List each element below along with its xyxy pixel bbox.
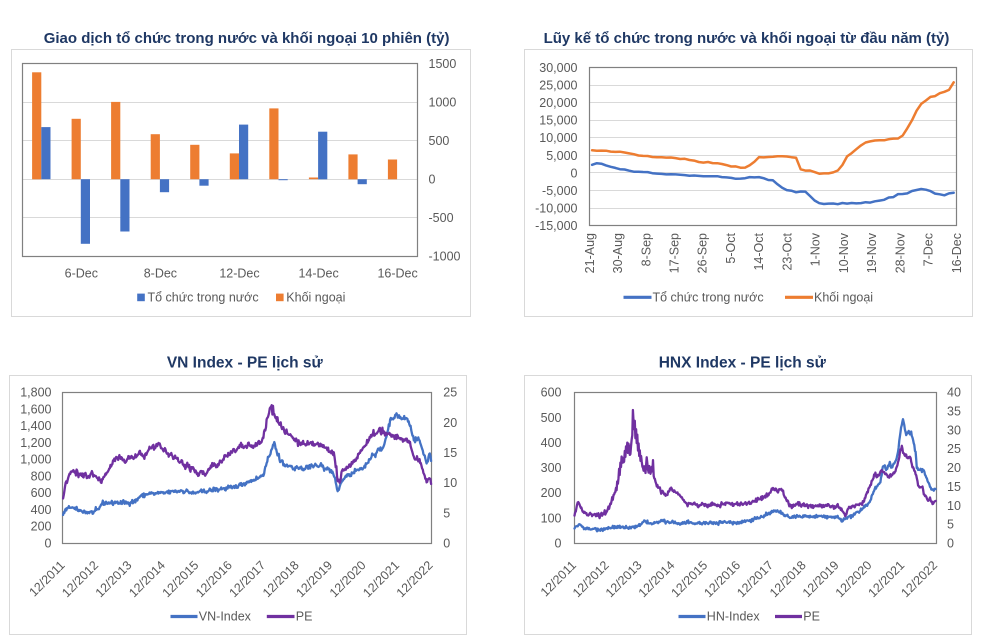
svg-text:1000: 1000 (429, 96, 457, 110)
svg-text:10-Nov: 10-Nov (837, 232, 851, 273)
svg-text:HN-Index: HN-Index (707, 610, 761, 624)
svg-text:30: 30 (947, 423, 961, 437)
svg-text:500: 500 (429, 134, 450, 148)
svg-text:-15,000: -15,000 (535, 219, 577, 233)
svg-text:17-Sep: 17-Sep (668, 233, 682, 273)
svg-text:5: 5 (947, 518, 954, 532)
svg-text:-500: -500 (429, 211, 454, 225)
svg-text:0: 0 (429, 173, 436, 187)
svg-text:6-Dec: 6-Dec (65, 267, 98, 281)
svg-text:25,000: 25,000 (539, 79, 577, 93)
svg-text:0: 0 (555, 537, 562, 551)
svg-text:1,000: 1,000 (20, 453, 51, 467)
svg-text:8-Sep: 8-Sep (639, 233, 653, 266)
svg-text:40: 40 (947, 386, 961, 400)
svg-text:0: 0 (571, 166, 578, 180)
svg-text:26-Sep: 26-Sep (696, 233, 710, 273)
svg-text:PE: PE (296, 610, 313, 624)
svg-text:19-Nov: 19-Nov (865, 232, 879, 273)
svg-text:-10,000: -10,000 (535, 201, 577, 215)
svg-text:PE: PE (803, 610, 820, 624)
svg-text:VN-Index: VN-Index (199, 610, 252, 624)
svg-text:15,000: 15,000 (539, 114, 577, 128)
svg-text:5-Oct: 5-Oct (724, 232, 738, 263)
svg-text:30,000: 30,000 (539, 61, 577, 75)
svg-text:600: 600 (541, 386, 562, 400)
svg-text:600: 600 (31, 486, 52, 500)
svg-text:8-Dec: 8-Dec (144, 267, 177, 281)
svg-text:300: 300 (541, 461, 562, 475)
svg-text:Khối ngoại: Khối ngoại (286, 291, 345, 305)
svg-text:15: 15 (443, 446, 457, 460)
svg-text:Tổ chức trong nước: Tổ chức trong nước (148, 291, 259, 305)
svg-text:1,600: 1,600 (20, 403, 51, 417)
svg-text:10,000: 10,000 (539, 131, 577, 145)
svg-text:20,000: 20,000 (539, 96, 577, 110)
svg-text:400: 400 (541, 436, 562, 450)
svg-text:25: 25 (443, 386, 457, 400)
svg-text:0: 0 (45, 537, 52, 551)
svg-text:500: 500 (541, 411, 562, 425)
svg-text:28-Nov: 28-Nov (893, 232, 907, 273)
svg-text:16-Dec: 16-Dec (950, 233, 964, 273)
svg-text:800: 800 (31, 470, 52, 484)
svg-text:1-Nov: 1-Nov (809, 232, 823, 266)
svg-text:100: 100 (541, 511, 562, 525)
svg-text:-5,000: -5,000 (542, 184, 577, 198)
svg-text:200: 200 (31, 520, 52, 534)
svg-text:25: 25 (947, 442, 961, 456)
svg-text:20: 20 (443, 416, 457, 430)
svg-text:12-Dec: 12-Dec (219, 267, 259, 281)
svg-text:Lũy kế tổ chức trong nước và k: Lũy kế tổ chức trong nước và khối ngoại … (544, 30, 950, 47)
svg-text:21-Aug: 21-Aug (583, 233, 597, 273)
svg-text:1,800: 1,800 (20, 386, 51, 400)
svg-text:15: 15 (947, 480, 961, 494)
svg-text:1500: 1500 (429, 57, 457, 71)
svg-text:5,000: 5,000 (546, 149, 577, 163)
svg-text:35: 35 (947, 405, 961, 419)
svg-text:400: 400 (31, 503, 52, 517)
svg-text:1,200: 1,200 (20, 436, 51, 450)
svg-text:30-Aug: 30-Aug (611, 233, 625, 273)
svg-text:10: 10 (443, 476, 457, 490)
svg-text:14-Oct: 14-Oct (752, 232, 766, 270)
svg-text:0: 0 (947, 537, 954, 551)
svg-text:HNX Index - PE lịch sử: HNX Index - PE lịch sử (659, 355, 827, 372)
svg-text:23-Oct: 23-Oct (780, 232, 794, 270)
svg-text:20: 20 (947, 461, 961, 475)
svg-text:Giao dịch tổ chức trong nước v: Giao dịch tổ chức trong nước và khối ngo… (44, 30, 450, 47)
svg-text:-1000: -1000 (429, 250, 461, 264)
svg-text:VN Index - PE lịch sử: VN Index - PE lịch sử (167, 355, 324, 372)
svg-text:14-Dec: 14-Dec (298, 267, 338, 281)
svg-text:10: 10 (947, 499, 961, 513)
svg-text:7-Dec: 7-Dec (922, 233, 936, 266)
svg-text:200: 200 (541, 486, 562, 500)
svg-text:16-Dec: 16-Dec (377, 267, 417, 281)
svg-text:Khối ngoại: Khối ngoại (814, 291, 873, 305)
svg-text:0: 0 (443, 537, 450, 551)
svg-text:5: 5 (443, 506, 450, 520)
svg-text:Tổ chức trong nước: Tổ chức trong nước (653, 291, 764, 305)
svg-text:1,400: 1,400 (20, 419, 51, 433)
